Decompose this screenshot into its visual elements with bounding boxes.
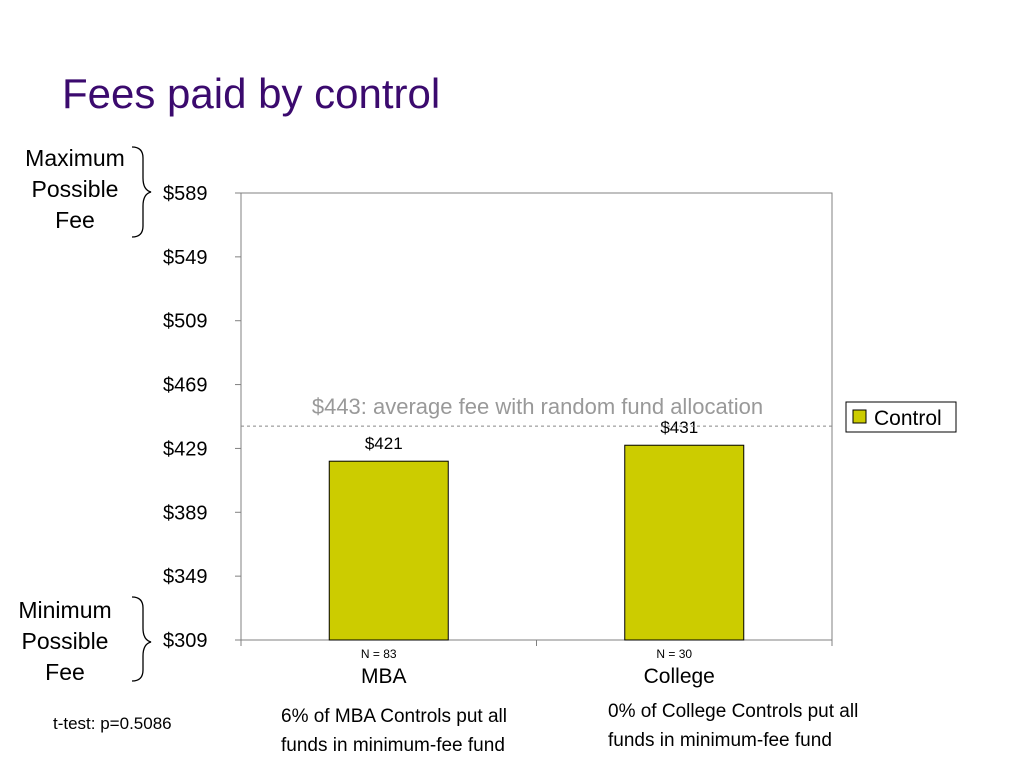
bar-mba <box>328 460 449 641</box>
x-category-label: MBA <box>361 665 407 688</box>
y-tick-label: $509 <box>163 311 208 333</box>
data-label: $421 <box>365 434 403 453</box>
y-tick-label: $589 <box>163 183 208 205</box>
max-fee-brace <box>131 146 152 238</box>
bar-college <box>624 444 745 641</box>
n-label: N = 30 <box>656 647 692 661</box>
min-fee-label: Minimum Possible Fee <box>18 597 112 685</box>
y-tick-label: $549 <box>163 247 208 269</box>
slide-title: Fees paid by control <box>62 70 441 117</box>
reference-line-label: $443: average fee with random fund alloc… <box>312 394 763 419</box>
min-fee-brace <box>131 596 152 682</box>
ttest-label: t-test: p=0.5086 <box>53 714 172 733</box>
note-mba: 6% of MBA Controls put all funds in mini… <box>281 706 507 756</box>
y-tick-label: $349 <box>163 566 208 588</box>
y-tick-label: $469 <box>163 375 208 397</box>
max-fee-label: Maximum Possible Fee <box>25 145 125 233</box>
y-tick-label: $429 <box>163 438 208 460</box>
data-label: $431 <box>660 418 698 437</box>
legend-label-control: Control <box>874 407 942 430</box>
x-category-label: College <box>644 665 715 688</box>
n-label: N = 83 <box>361 647 397 661</box>
legend: Control <box>845 401 957 433</box>
legend-swatch-control <box>852 409 867 424</box>
y-tick-label: $309 <box>163 630 208 652</box>
note-college: 0% of College Controls put all funds in … <box>608 701 859 751</box>
y-tick-label: $389 <box>163 502 208 524</box>
